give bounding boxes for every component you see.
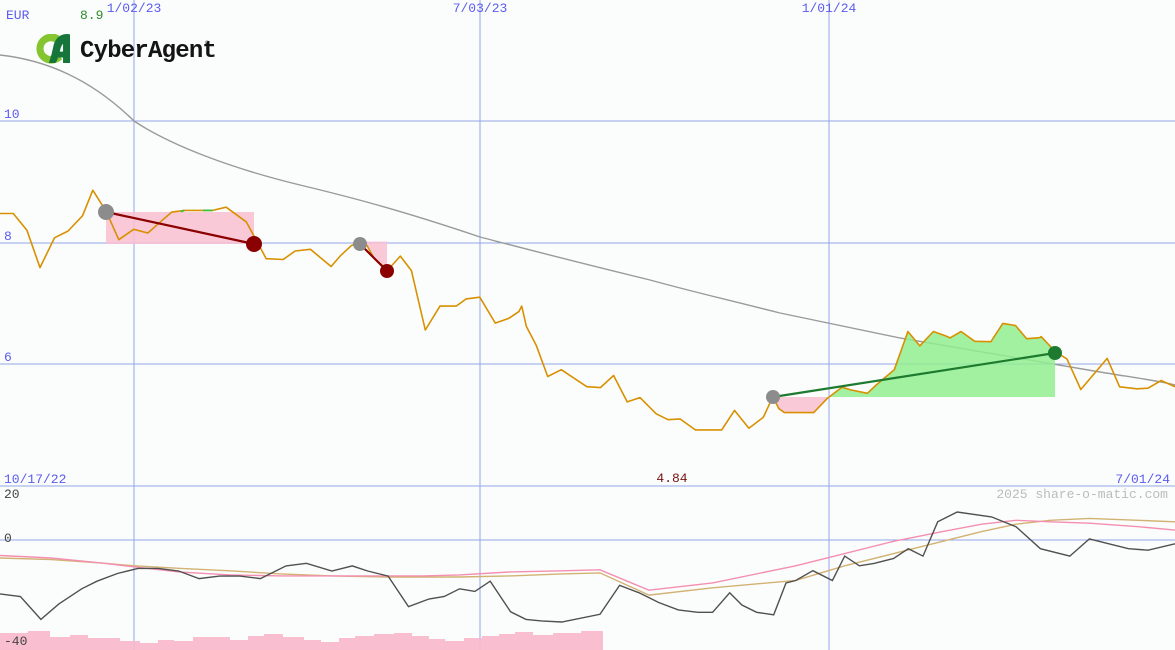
svg-text:2025 share-o-matic.com: 2025 share-o-matic.com [996, 487, 1168, 502]
svg-text:EUR: EUR [6, 8, 30, 23]
svg-text:1/01/24: 1/01/24 [802, 1, 857, 16]
svg-text:1/02/23: 1/02/23 [107, 1, 162, 16]
svg-text:10: 10 [4, 107, 20, 122]
svg-text:8: 8 [4, 229, 12, 244]
svg-text:7/01/24: 7/01/24 [1115, 472, 1170, 487]
svg-text:7/03/23: 7/03/23 [453, 1, 508, 16]
svg-text:CyberAgent: CyberAgent [80, 38, 216, 65]
svg-text:4.84: 4.84 [656, 471, 687, 486]
svg-text:-40: -40 [4, 634, 27, 649]
svg-text:20: 20 [4, 487, 20, 502]
svg-text:0: 0 [4, 531, 12, 546]
svg-text:8.9: 8.9 [80, 8, 103, 23]
svg-text:10/17/22: 10/17/22 [4, 472, 66, 487]
svg-text:6: 6 [4, 350, 12, 365]
